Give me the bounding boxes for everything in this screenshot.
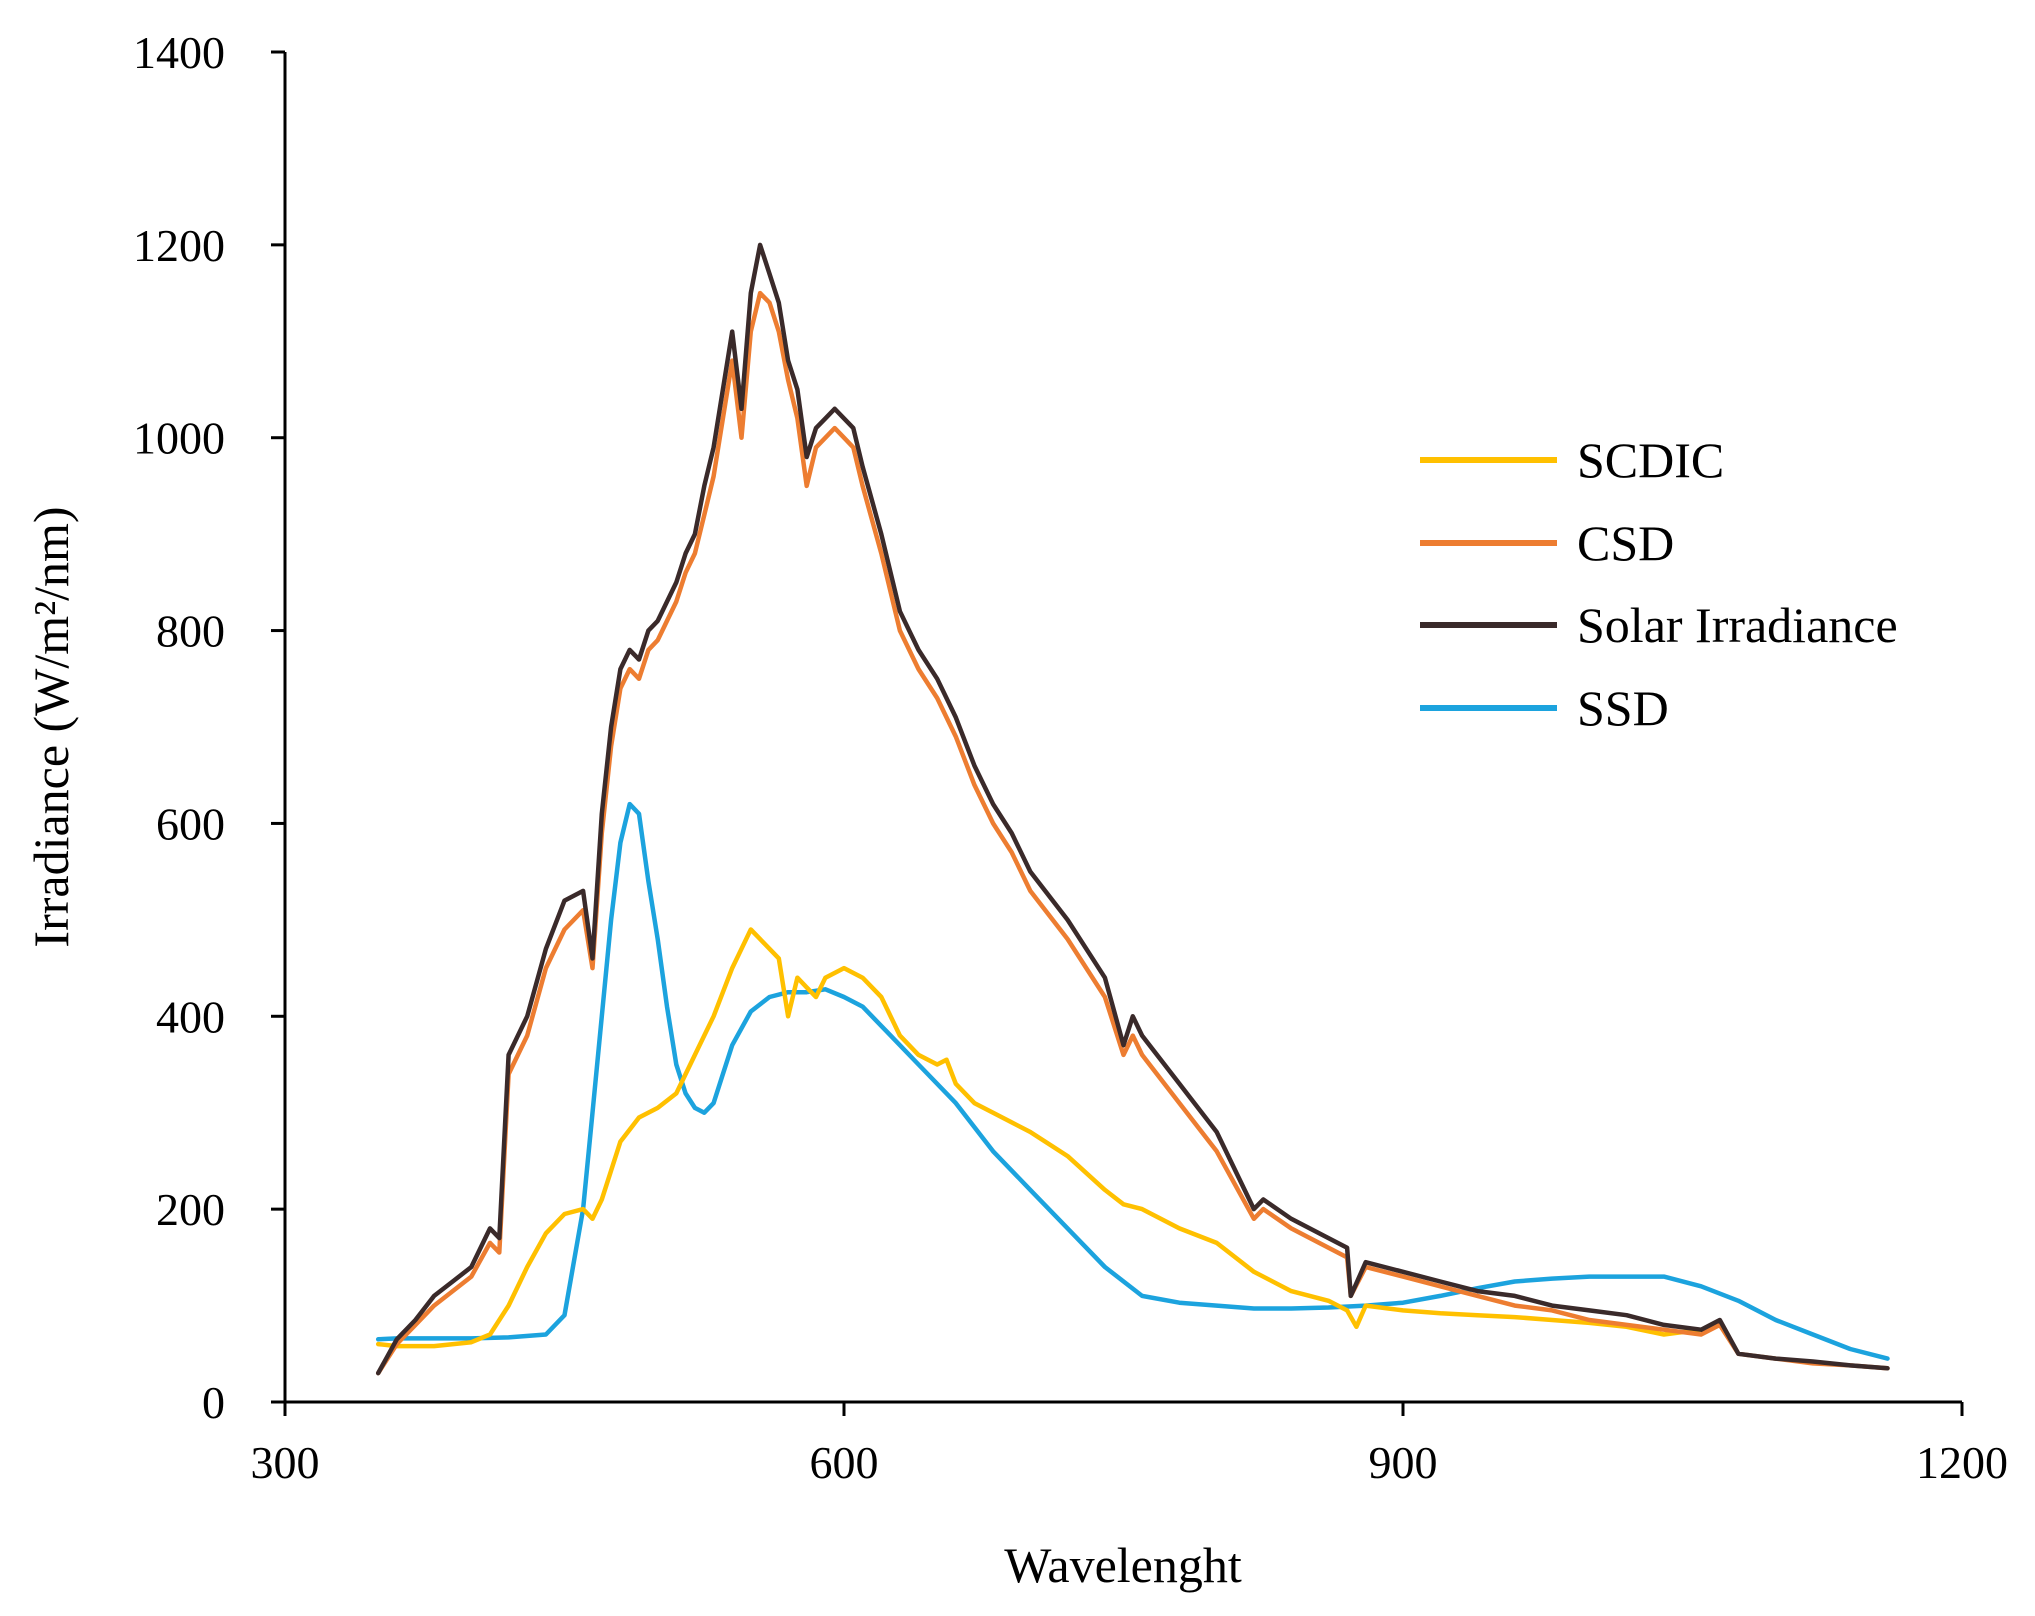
- y-axis-title: Irradiance (W/m²/nm): [23, 506, 79, 947]
- y-tick-label: 1000: [133, 413, 225, 464]
- legend-label: Solar Irradiance: [1577, 597, 1898, 653]
- legend-label: SSD: [1577, 680, 1669, 736]
- y-ticks: 0 200 400 600 800 1000 1200 1400: [133, 27, 285, 1428]
- y-tick-label: 1200: [133, 220, 225, 271]
- x-tick-label: 1200: [1916, 1437, 2008, 1488]
- x-ticks: 300 600 900 1200: [251, 1402, 2008, 1488]
- legend: SCDIC CSD Solar Irradiance SSD: [1420, 432, 1898, 736]
- y-tick-label: 200: [156, 1184, 225, 1235]
- y-tick-label: 600: [156, 798, 225, 849]
- x-tick-label: 600: [810, 1437, 879, 1488]
- series-line-solar-irradiance: [375, 242, 1890, 1376]
- plot-series: [375, 242, 1890, 1376]
- x-tick-label: 900: [1369, 1437, 1438, 1488]
- y-tick-label: 400: [156, 991, 225, 1042]
- y-tick-label: 1400: [133, 27, 225, 78]
- x-axis-title: Wavelenght: [1004, 1537, 1242, 1593]
- legend-label: SCDIC: [1577, 432, 1724, 488]
- series-line-ssd: [375, 801, 1890, 1361]
- y-tick-label: 800: [156, 606, 225, 657]
- series-line-scdic: [375, 927, 1704, 1349]
- y-tick-label: 0: [202, 1377, 225, 1428]
- legend-label: CSD: [1577, 515, 1674, 571]
- x-tick-label: 300: [251, 1437, 320, 1488]
